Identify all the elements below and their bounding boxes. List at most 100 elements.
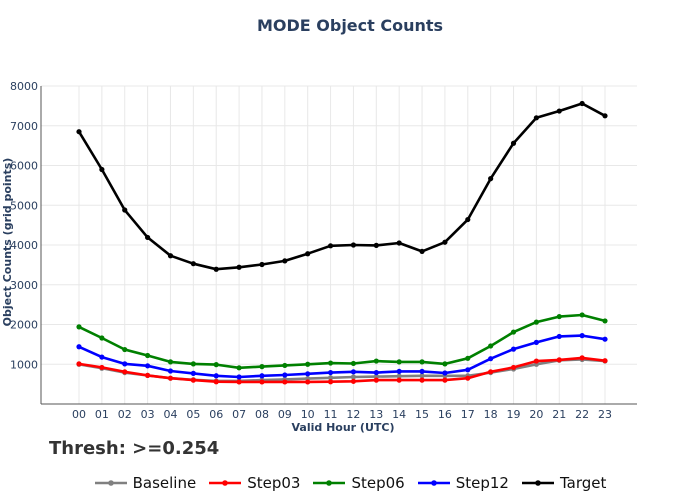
data-point-step03 [122, 369, 128, 375]
axes: 1000 2000 3000 4000 5000 6000 7000 8000 00 01 02 03… [10, 80, 637, 421]
series-layer [76, 100, 608, 385]
x-tick-label: 09 [278, 408, 292, 421]
data-point-step06 [236, 365, 242, 371]
data-point-step06 [373, 358, 379, 364]
legend-swatch [417, 480, 450, 486]
x-tick-label: 01 [95, 408, 109, 421]
data-point-step12 [556, 333, 562, 340]
data-point-step06 [122, 346, 128, 353]
data-point-target [602, 113, 608, 119]
x-tick-label: 08 [255, 408, 269, 421]
y-tick-label: 3000 [10, 279, 38, 292]
data-point-target [579, 100, 585, 107]
legend-swatch [209, 480, 242, 486]
data-point-target [190, 261, 196, 267]
data-point-baseline [327, 375, 334, 381]
data-point-step06 [488, 343, 494, 349]
data-point-target [419, 248, 425, 254]
legend-swatch [94, 480, 127, 486]
x-tick-label: 10 [301, 408, 315, 421]
data-point-step06 [145, 352, 151, 359]
legend-label: Step12 [455, 474, 509, 492]
data-point-baseline [373, 373, 379, 380]
x-tick-label: 17 [461, 408, 475, 421]
data-point-step12 [442, 370, 448, 376]
data-point-step03 [579, 355, 585, 361]
data-point-step03 [167, 375, 174, 381]
data-point-step12 [99, 354, 105, 360]
x-tick-label: 14 [392, 408, 406, 421]
y-tick-label: 8000 [10, 80, 38, 93]
data-point-step12 [488, 356, 494, 362]
data-point-step12 [327, 369, 334, 376]
series-target [76, 100, 608, 272]
legend-item-baseline[interactable]: Baseline [94, 474, 197, 492]
x-tick-label: 13 [369, 408, 383, 421]
data-point-target [465, 216, 471, 223]
data-point-target [556, 108, 562, 114]
data-point-step12 [510, 346, 517, 352]
legend-item-target[interactable]: Target [521, 474, 606, 492]
data-point-step12 [396, 368, 402, 375]
data-point-step06 [327, 360, 334, 366]
data-point-target [99, 166, 105, 173]
legend-label: Target [559, 474, 607, 492]
data-point-target [259, 261, 265, 268]
data-point-step03 [510, 364, 517, 371]
data-point-target [145, 234, 151, 241]
x-tick-label: 02 [118, 408, 132, 421]
x-tick-label: 06 [209, 408, 223, 421]
data-point-step06 [533, 319, 539, 325]
data-point-step12 [213, 373, 219, 379]
data-point-step03 [350, 378, 357, 384]
x-tick-label: 19 [507, 408, 521, 421]
data-point-step06 [167, 359, 174, 365]
data-point-step06 [305, 361, 311, 367]
legend-label: Baseline [132, 474, 197, 492]
data-point-step12 [419, 368, 425, 375]
data-point-step06 [465, 355, 471, 361]
data-point-target [282, 258, 288, 264]
data-point-target [213, 266, 219, 272]
data-point-target [488, 176, 494, 182]
data-point-step12 [465, 367, 471, 373]
x-tick-label: 20 [529, 408, 543, 421]
data-point-target [396, 240, 402, 246]
data-point-step06 [602, 318, 608, 324]
data-point-step06 [282, 362, 288, 369]
y-tick-label: 2000 [10, 319, 38, 332]
data-point-target [236, 264, 242, 270]
data-point-step06 [442, 361, 448, 367]
data-point-step03 [327, 379, 334, 385]
data-point-step06 [556, 313, 562, 320]
data-point-target [327, 243, 334, 249]
data-point-step03 [259, 379, 265, 385]
data-point-step03 [488, 369, 494, 375]
data-point-step12 [579, 333, 585, 339]
threshold-annotation: Thresh: >=0.254 [49, 438, 220, 459]
data-point-step12 [602, 336, 608, 342]
legend-item-step12[interactable]: Step12 [417, 474, 509, 492]
data-point-step12 [305, 371, 311, 377]
x-tick-label: 16 [438, 408, 452, 421]
data-point-target [122, 207, 128, 213]
data-point-step12 [373, 369, 379, 376]
x-tick-label: 12 [346, 408, 360, 421]
legend-item-step03[interactable]: Step03 [208, 474, 300, 492]
legend-label: Step03 [247, 474, 301, 492]
data-point-step12 [350, 369, 357, 375]
legend-item-step06[interactable]: Step06 [312, 474, 405, 492]
data-point-step03 [76, 361, 82, 367]
y-tick-label: 7000 [10, 120, 38, 133]
data-point-step12 [122, 361, 128, 367]
data-point-step03 [190, 377, 196, 383]
y-axis-label: Object Counts (grid points) [1, 158, 14, 327]
x-tick-label: 05 [186, 408, 200, 421]
data-point-step03 [419, 377, 425, 383]
data-point-target [510, 140, 517, 146]
series-line-target [77, 102, 606, 271]
data-point-step03 [213, 379, 219, 385]
legend-swatch [313, 480, 346, 486]
x-tick-label: 21 [552, 408, 566, 421]
data-point-step12 [259, 373, 265, 379]
